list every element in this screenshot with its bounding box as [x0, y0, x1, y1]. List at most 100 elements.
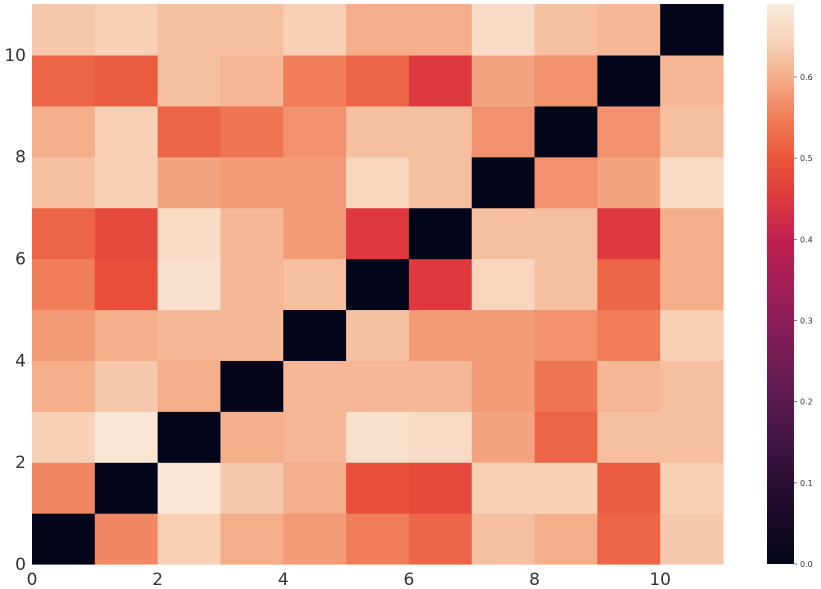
- y-tick-label: 0: [15, 555, 26, 575]
- heatmap-cell: [534, 411, 598, 463]
- heatmap-cell: [346, 411, 410, 463]
- heatmap-cell: [346, 258, 410, 311]
- heatmap-cell: [660, 207, 724, 260]
- heatmap-cell: [94, 105, 159, 158]
- heatmap-cell: [597, 156, 661, 209]
- heatmap-cell: [32, 411, 96, 463]
- heatmap-cell: [597, 105, 661, 158]
- y-tick-label: 6: [15, 250, 26, 270]
- heatmap-cell: [32, 105, 96, 158]
- heatmap-cell: [471, 207, 536, 260]
- heatmap-cell: [283, 411, 347, 463]
- colorbar-gradient: [767, 4, 794, 564]
- colorbar: 0.0 0.1 0.2 0.3 0.4 0.5 0.6: [767, 4, 813, 569]
- heatmap-cell: [94, 258, 159, 311]
- heatmap-cell: [534, 258, 598, 311]
- heatmap-cell: [408, 156, 473, 209]
- colorbar-tick-label: 0.2: [800, 398, 813, 407]
- heatmap-cell: [94, 54, 159, 107]
- heatmap-cell: [220, 207, 284, 260]
- heatmap-cell: [157, 309, 222, 361]
- heatmap-cell: [408, 411, 473, 463]
- heatmap-cell: [534, 105, 598, 158]
- x-tick-label: 4: [278, 570, 289, 589]
- heatmap-cell: [283, 360, 347, 412]
- heatmap-cell: [32, 513, 96, 565]
- colorbar-tick-label: 0.6: [800, 73, 813, 82]
- heatmap-cell: [346, 156, 410, 209]
- x-tick-label: 10: [649, 570, 671, 589]
- heatmap-cell: [283, 462, 347, 514]
- heatmap-cell: [597, 4, 661, 56]
- heatmap-cell: [660, 309, 724, 361]
- heatmap-cell: [660, 54, 724, 107]
- y-axis-ticks: 0 2 4 6 8 10: [4, 46, 26, 575]
- heatmap-cell: [32, 462, 96, 514]
- heatmap-cell: [157, 105, 222, 158]
- heatmap-cell: [283, 4, 347, 56]
- heatmap-cell: [346, 360, 410, 412]
- heatmap-cell: [157, 4, 222, 56]
- heatmap-cell: [660, 462, 724, 514]
- heatmap-cell: [471, 462, 536, 514]
- heatmap-cell: [283, 207, 347, 260]
- heatmap-cell: [408, 258, 473, 311]
- heatmap-cell: [408, 4, 473, 56]
- heatmap-cell: [94, 360, 159, 412]
- heatmap-cell: [660, 258, 724, 311]
- heatmap-cell: [94, 4, 159, 56]
- heatmap-cell: [408, 309, 473, 361]
- heatmap-cell: [220, 156, 284, 209]
- heatmap-cell: [346, 462, 410, 514]
- heatmap-cell: [220, 360, 284, 412]
- heatmap-cell: [408, 207, 473, 260]
- heatmap-cell: [471, 156, 536, 209]
- x-tick-label: 6: [403, 570, 414, 589]
- heatmap-cell: [597, 309, 661, 361]
- heatmap-cell: [32, 309, 96, 361]
- heatmap-cell: [346, 207, 410, 260]
- y-tick-label: 8: [15, 148, 26, 168]
- heatmap-cell: [660, 411, 724, 463]
- y-tick-label: 4: [15, 351, 26, 371]
- heatmap-cells: [32, 4, 724, 565]
- heatmap-cell: [157, 462, 222, 514]
- heatmap-cell: [471, 513, 536, 565]
- heatmap-cell: [157, 360, 222, 412]
- heatmap-cell: [471, 54, 536, 107]
- heatmap-cell: [597, 411, 661, 463]
- heatmap-cell: [660, 4, 724, 56]
- colorbar-tick-label: 0.4: [800, 235, 813, 244]
- heatmap-cell: [534, 462, 598, 514]
- heatmap-cell: [534, 513, 598, 565]
- heatmap-cell: [534, 4, 598, 56]
- heatmap-cell: [408, 513, 473, 565]
- heatmap-cell: [534, 156, 598, 209]
- heatmap-cell: [94, 309, 159, 361]
- heatmap-cell: [534, 309, 598, 361]
- x-tick-label: 2: [152, 570, 163, 589]
- heatmap-cell: [597, 513, 661, 565]
- heatmap-cell: [597, 54, 661, 107]
- heatmap-cell: [346, 309, 410, 361]
- x-tick-label: 8: [529, 570, 540, 589]
- heatmap-cell: [220, 309, 284, 361]
- colorbar-ticks: 0.0 0.1 0.2 0.3 0.4 0.5 0.6: [794, 73, 813, 569]
- heatmap-cell: [471, 360, 536, 412]
- heatmap-cell: [157, 258, 222, 311]
- x-axis-ticks: 0 2 4 6 8 10: [27, 570, 671, 589]
- heatmap-cell: [597, 360, 661, 412]
- heatmap-cell: [157, 411, 222, 463]
- heatmap-cell: [283, 258, 347, 311]
- heatmap-cell: [32, 207, 96, 260]
- heatmap-cell: [597, 207, 661, 260]
- heatmap-cell: [94, 411, 159, 463]
- heatmap-cell: [660, 513, 724, 565]
- heatmap-cell: [157, 513, 222, 565]
- colorbar-tick-label: 0.3: [800, 317, 813, 326]
- heatmap-cell: [283, 105, 347, 158]
- heatmap-cell: [220, 54, 284, 107]
- heatmap-cell: [534, 360, 598, 412]
- heatmap-cell: [32, 360, 96, 412]
